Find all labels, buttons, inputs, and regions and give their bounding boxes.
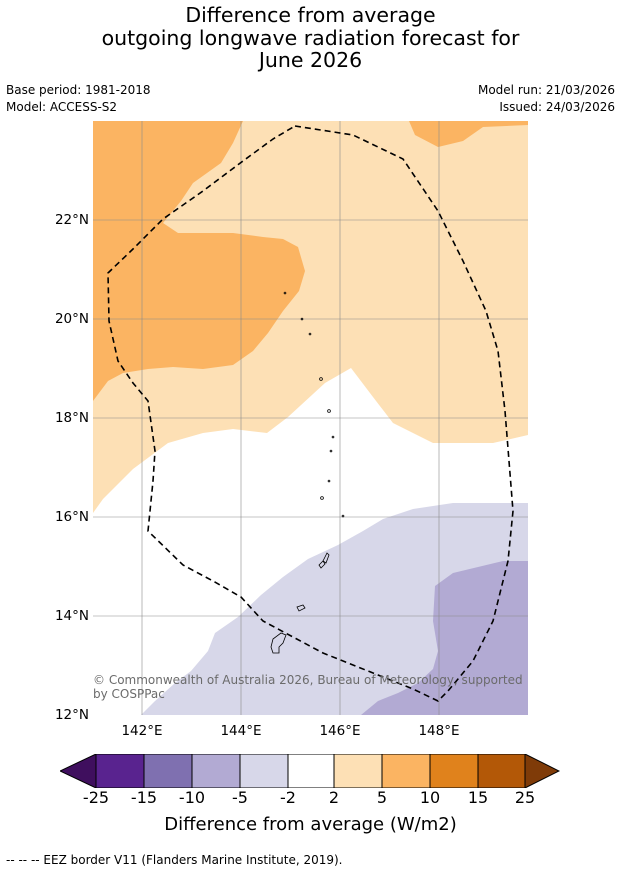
- lat-label-14n: 14°N: [54, 608, 89, 624]
- colorbar-bin-5: [287, 754, 335, 788]
- lon-label-144e: 144°E: [220, 723, 262, 739]
- colorbar-bin-6: [333, 754, 383, 788]
- colorbar-tick-9: 25: [514, 788, 536, 807]
- lon-label-146e: 146°E: [319, 723, 361, 739]
- island-pagan: [327, 409, 331, 413]
- colorbar-tick-8: 15: [467, 788, 489, 807]
- title-line-1: Difference from average: [185, 3, 436, 27]
- title-line-2: outgoing longwave radiation forecast for: [101, 25, 520, 50]
- island-agrihan: [319, 377, 323, 381]
- island-maug: [308, 332, 312, 336]
- colorbar-tick-5: 2: [328, 788, 340, 807]
- lon-label-142e: 142°E: [121, 723, 163, 739]
- colorbar-tick-6: 5: [376, 788, 388, 807]
- colorbar-tick-7: 10: [419, 788, 441, 807]
- colorbar-tick-4: -2: [280, 788, 296, 807]
- island-asuncion: [300, 317, 304, 321]
- island-anatahan: [320, 496, 324, 500]
- copyright-line-2: by COSPPac: [93, 687, 165, 701]
- colorbar-tick-1: -15: [130, 788, 158, 807]
- colorbar-tick-3: -5: [232, 788, 248, 807]
- island-uracas: [283, 291, 287, 295]
- colorbar-bin-4: [239, 754, 289, 788]
- island-farallon: [341, 514, 345, 518]
- island-sarigan: [327, 479, 331, 483]
- colorbar-bin-8: [429, 754, 479, 788]
- anomaly-region-orange-west: [93, 121, 305, 401]
- title-line-3: June 2026: [258, 48, 363, 72]
- island-tinian: [318, 560, 326, 569]
- grid: [93, 121, 528, 715]
- island-rota: [296, 604, 306, 612]
- lat-label-20n: 20°N: [54, 311, 89, 327]
- colorbar: [60, 754, 560, 788]
- eez-border: [107, 125, 514, 702]
- colorbar-extend-high: [524, 754, 560, 788]
- lon-label-148e: 148°E: [418, 723, 460, 739]
- islands: [270, 291, 345, 654]
- model-name: Model: ACCESS-S2: [6, 100, 118, 114]
- colorbar-bin-1: [95, 754, 145, 788]
- colorbar-bin-7: [381, 754, 431, 788]
- colorbar-bin-9: [477, 754, 526, 788]
- copyright-text: © Commonwealth of Australia 2026, Bureau…: [93, 673, 526, 701]
- lat-label-16n: 16°N: [54, 509, 89, 525]
- anomaly-region-light-orange: [93, 121, 528, 513]
- copyright-line-1: © Commonwealth of Australia 2026, Bureau…: [93, 673, 523, 687]
- anomaly-region-light-purple: [141, 503, 528, 715]
- chart-title: Difference from average outgoing longwav…: [0, 4, 621, 72]
- map-panel: © Commonwealth of Australia 2026, Bureau…: [93, 121, 528, 715]
- anomaly-region-purple: [361, 561, 528, 715]
- footer-legend: -- -- -- EEZ border V11 (Flanders Marine…: [6, 853, 343, 867]
- lat-label-12n: 12°N: [54, 707, 89, 723]
- lat-label-18n: 18°N: [54, 410, 89, 426]
- island-guam: [270, 632, 287, 654]
- colorbar-tick-0: -25: [82, 788, 110, 807]
- lat-label-22n: 22°N: [54, 212, 89, 228]
- colorbar-bin-2: [143, 754, 193, 788]
- colorbar-tick-2: -10: [178, 788, 206, 807]
- colorbar-extend-low: [60, 754, 97, 788]
- island-saipan: [322, 552, 330, 564]
- base-period: Base period: 1981-2018: [6, 83, 151, 97]
- model-run: Model run: 21/03/2026: [477, 83, 615, 97]
- island-alamagan: [331, 435, 335, 439]
- island-guguan: [329, 449, 333, 453]
- colorbar-label: Difference from average (W/m2): [164, 814, 457, 835]
- issued-date: Issued: 24/03/2026: [499, 100, 615, 114]
- colorbar-bin-3: [191, 754, 241, 788]
